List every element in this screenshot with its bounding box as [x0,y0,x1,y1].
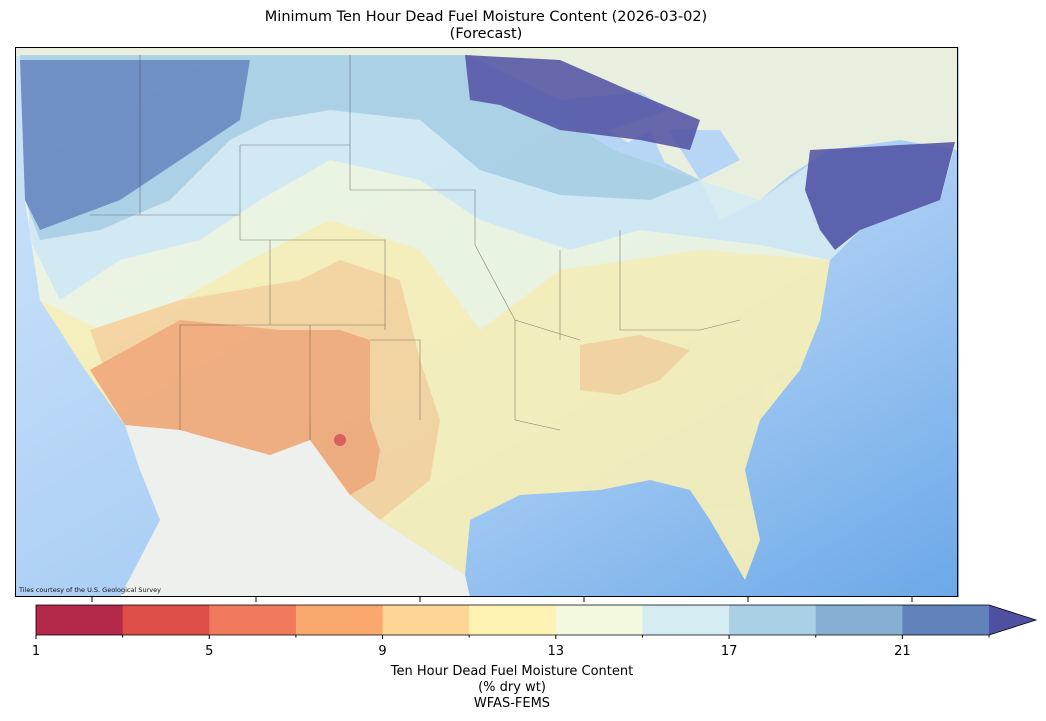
colorbar-bin [122,605,210,635]
region-orange [90,320,380,495]
colorbar-bin [209,605,297,635]
map-frame [15,47,958,597]
region-northwest-blue [20,60,250,230]
region-upper-midwest-navy [465,55,700,150]
region-new-england-navy [805,142,955,250]
region-red-spot [334,434,346,446]
map-x-ticks [91,597,913,602]
colorbar-tick-label: 1 [32,644,40,656]
fuel-moisture-map: Tiles courtesy of the U.S. Geological Su… [15,47,959,597]
colorbar-extend-arrow [989,605,1036,635]
state-boundaries [90,55,741,440]
canada-land [15,47,958,220]
colorbar-bin [555,605,643,635]
colorbar-bin [36,605,124,635]
colorbar-tick-label: 5 [205,644,213,656]
colorbar-outline [35,604,1038,636]
colorbar-tick-label: 13 [548,644,565,656]
colorbar-label-line1: Ten Hour Dead Fuel Moisture Content [390,664,634,679]
colorbar-tick-label: 9 [378,644,386,656]
colorbar-tick-label: 17 [721,644,738,656]
colorbar-bin [815,605,903,635]
colorbar-label-line3: WFAS-FEMS [473,696,551,711]
mexico-land [120,425,470,597]
colorbar-bin [469,605,557,635]
region-light-orange-se [580,335,690,395]
colorbar-bin [902,605,990,635]
colorbar-bin [729,605,817,635]
colorbar: 1 5 9 13 17 21 [32,597,1038,656]
attribution: Tiles courtesy of the U.S. Geological Su… [18,586,161,594]
chart-title: Minimum Ten Hour Dead Fuel Moisture Cont… [264,9,708,25]
colorbar-bin [642,605,730,635]
colorbar-bin [295,605,384,635]
colorbar-bin [382,605,470,635]
colorbar-label-line2: (% dry wt) [478,680,546,695]
colorbar-tick-label: 21 [894,644,911,656]
chart-subtitle: (Forecast) [449,26,523,42]
